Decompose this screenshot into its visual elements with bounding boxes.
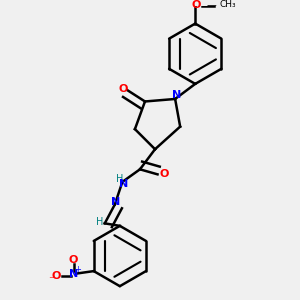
Text: +: +: [74, 265, 81, 274]
Text: O: O: [159, 169, 169, 179]
Text: N: N: [119, 179, 128, 189]
Text: ⁻: ⁻: [48, 274, 55, 287]
Text: N: N: [172, 90, 181, 100]
Text: N: N: [69, 268, 78, 279]
Text: O: O: [51, 271, 61, 281]
Text: N: N: [112, 197, 121, 208]
Text: O: O: [69, 255, 78, 265]
Text: H: H: [116, 174, 123, 184]
Text: O: O: [192, 0, 201, 10]
Text: O: O: [118, 84, 128, 94]
Text: CH₃: CH₃: [219, 0, 236, 9]
Text: —: —: [207, 0, 216, 10]
Text: H: H: [96, 217, 103, 227]
